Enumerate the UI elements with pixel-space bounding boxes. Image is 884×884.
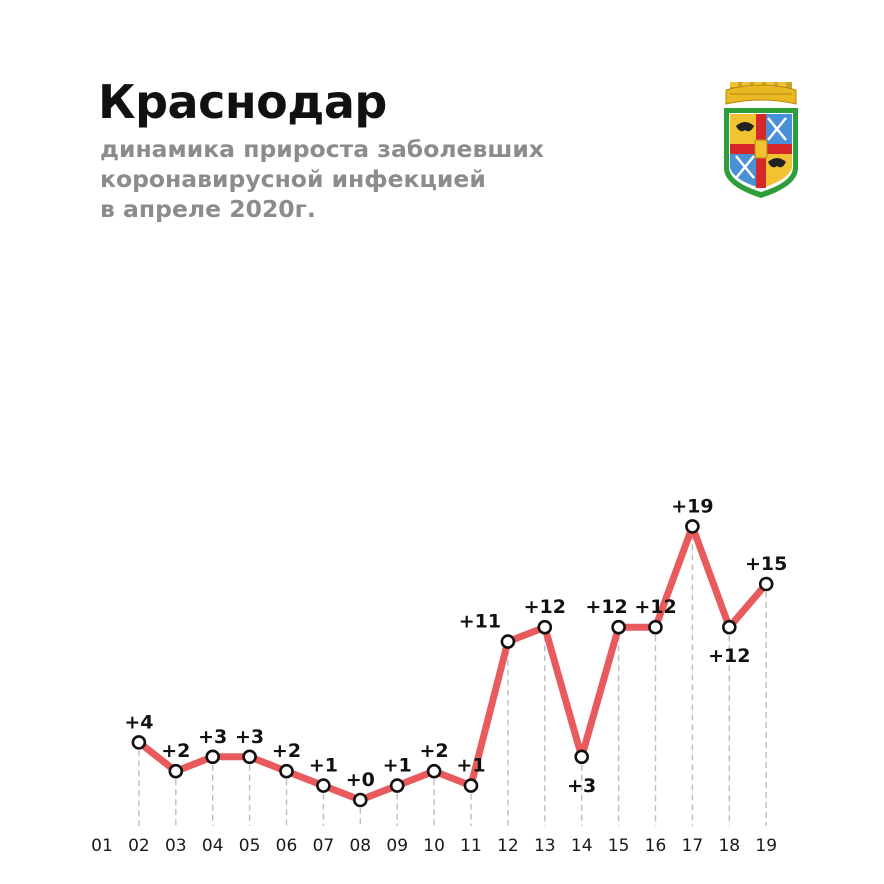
x-tick-label: 01 bbox=[91, 836, 113, 856]
data-label: +1 bbox=[383, 755, 412, 777]
data-point bbox=[352, 792, 368, 808]
subtitle-line: в апреле 2020г. bbox=[100, 195, 316, 223]
x-tick-label: 17 bbox=[682, 836, 704, 856]
data-label: +3 bbox=[198, 726, 227, 748]
data-point bbox=[537, 619, 553, 635]
x-tick-label: 12 bbox=[497, 836, 519, 856]
subtitle-line: коронавирусной инфекцией bbox=[100, 165, 486, 193]
data-point bbox=[168, 763, 184, 779]
x-tick-label: 02 bbox=[128, 836, 150, 856]
data-labels: +4 +2 +3 +3 +2 +1 +0 +1 +2 +1 +11 +12 +3 +12 +12 +19 +12… bbox=[124, 495, 787, 796]
data-label: +1 bbox=[309, 755, 338, 777]
drop-lines bbox=[138, 534, 767, 826]
data-label: +1 bbox=[456, 755, 485, 777]
page-subtitle: динамика прироста заболевших коронавирус… bbox=[100, 134, 544, 224]
x-tick-label: 09 bbox=[386, 836, 408, 856]
data-points bbox=[131, 519, 774, 808]
x-tick-label: 06 bbox=[276, 836, 298, 856]
x-tick-label: 08 bbox=[349, 836, 371, 856]
data-label: +2 bbox=[272, 740, 301, 762]
data-label: +12 bbox=[634, 596, 676, 618]
x-tick-label: 19 bbox=[755, 836, 777, 856]
data-label: +12 bbox=[524, 596, 566, 618]
data-point bbox=[131, 735, 147, 750]
series-polyline bbox=[135, 522, 770, 804]
data-point bbox=[648, 619, 663, 635]
data-label: +15 bbox=[745, 553, 787, 575]
x-tick-label: 10 bbox=[423, 836, 445, 856]
krasnodar-coat-of-arms-icon bbox=[724, 82, 798, 198]
data-point bbox=[316, 778, 331, 793]
x-axis-ticks: 01 02 03 04 05 06 07 08 09 10 11 12 13 14 15 16 17 18 19 bbox=[91, 836, 777, 856]
x-tick-label: 13 bbox=[534, 836, 556, 856]
data-label: +2 bbox=[420, 740, 449, 762]
x-tick-label: 07 bbox=[313, 836, 335, 856]
data-label: +3 bbox=[235, 726, 264, 748]
data-point bbox=[721, 619, 737, 635]
x-tick-label: 05 bbox=[239, 836, 261, 856]
data-point bbox=[205, 749, 220, 765]
data-label: +2 bbox=[161, 740, 190, 762]
data-point bbox=[389, 778, 405, 793]
data-point bbox=[685, 519, 700, 534]
data-label: +11 bbox=[459, 611, 501, 633]
data-label: +3 bbox=[567, 775, 596, 797]
x-tick-label: 18 bbox=[718, 836, 740, 856]
data-point bbox=[574, 749, 590, 765]
data-label: +0 bbox=[346, 769, 375, 791]
data-point bbox=[758, 576, 774, 592]
data-point bbox=[279, 763, 294, 779]
subtitle-line: динамика прироста заболевших bbox=[100, 135, 544, 163]
data-label: +19 bbox=[671, 495, 713, 517]
data-label: +12 bbox=[585, 596, 627, 618]
data-label: +12 bbox=[708, 645, 750, 667]
x-tick-label: 15 bbox=[608, 836, 630, 856]
series-line bbox=[135, 522, 770, 804]
data-label: +4 bbox=[124, 711, 153, 733]
x-tick-label: 11 bbox=[460, 836, 482, 856]
data-point bbox=[426, 763, 442, 779]
x-tick-label: 16 bbox=[645, 836, 667, 856]
data-point bbox=[242, 749, 257, 765]
data-point bbox=[611, 619, 626, 635]
x-tick-label: 14 bbox=[571, 836, 593, 856]
x-tick-label: 03 bbox=[165, 836, 187, 856]
data-point bbox=[500, 634, 516, 649]
data-point bbox=[463, 778, 479, 793]
page-title: Краснодар bbox=[98, 75, 387, 129]
x-tick-label: 04 bbox=[202, 836, 224, 856]
